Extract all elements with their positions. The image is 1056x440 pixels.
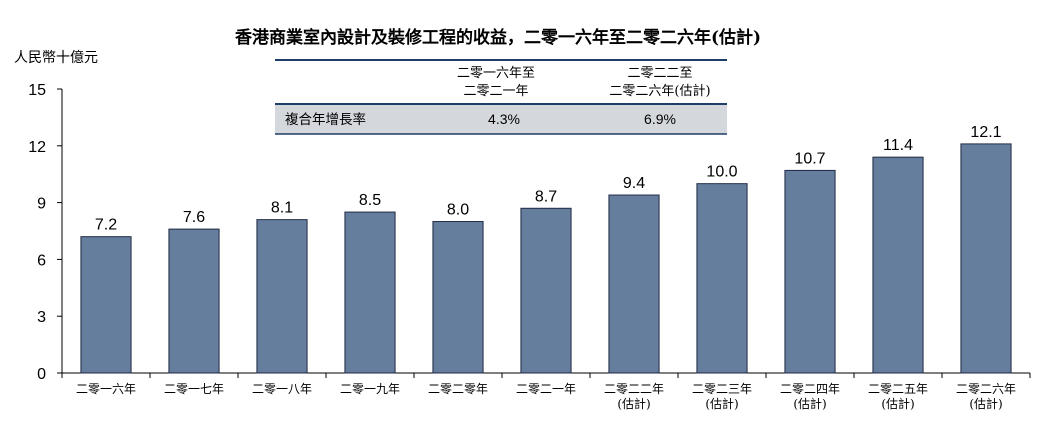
bars [80,143,1012,374]
cagr-col1-header-line1: 二零一六年至 [457,66,535,81]
y-tick-label-2: 6 [37,252,46,269]
data-label-5: 8.7 [535,188,557,205]
data-label-0: 7.2 [95,217,117,234]
cagr-row-label: 複合年增長率 [285,111,366,128]
data-label-1: 7.6 [183,209,205,226]
data-label-4: 8.0 [447,202,469,219]
cagr-value-2022-2026: 6.9% [644,111,676,127]
x-tick-label-8: 二零二四年(估計) [780,382,840,411]
bar-3 [344,211,396,374]
data-label-9: 11.4 [883,137,913,154]
x-tick-label-4: 二零二零年 [428,382,488,396]
x-tick-label-5: 二零二一年 [516,382,576,396]
y-axis-label: 人民幣十億元 [14,50,98,66]
data-label-6: 9.4 [623,175,645,192]
bar-5 [520,207,572,374]
cagr-table: 二零一六年至 二零二一年 二零二二至 二零二六年(估計) 複合年增長率 4.3%… [275,59,727,135]
y-tick-label-3: 9 [37,196,46,213]
y-tick-label-5: 15 [28,82,46,99]
cagr-col1-header-line2: 二零二一年 [463,84,528,99]
y-tick-label-4: 12 [28,139,46,156]
bar-8 [784,169,836,374]
cagr-row-background [275,104,727,134]
x-tick-label-1: 二零一七年 [164,382,224,396]
bar-6 [608,194,660,374]
data-label-3: 8.5 [359,192,381,209]
chart-title: 香港商業室內設計及裝修工程的收益，二零一六年至二零二六年(估計) [235,27,761,48]
data-label-7: 10.0 [706,164,737,181]
data-label-2: 8.1 [271,200,293,217]
bar-4 [432,221,484,374]
x-tick-label-2: 二零一八年 [252,382,312,396]
x-tick-label-7: 二零二三年(估計) [692,382,752,411]
x-tick-label-10: 二零二六年(估計) [956,382,1016,411]
cagr-value-2016-2021: 4.3% [488,111,520,127]
cagr-col2-header-line2: 二零二六年(估計) [609,83,710,99]
x-tick-label-3: 二零一九年 [340,382,400,396]
y-tick-label-1: 3 [37,309,46,326]
bar-9 [872,156,924,374]
bar-7 [696,183,748,374]
y-tick-label-0: 0 [37,366,46,383]
bar-0 [80,236,132,374]
x-tick-label-0: 二零一六年 [76,382,136,396]
x-tick-label-6: 二零二二年(估計) [604,382,664,411]
data-labels: 7.2 7.6 8.1 8.5 8.0 8.7 9.4 10.0 10.7 11.4 12.1 [95,124,1002,234]
cagr-col2-header-line1: 二零二二至 [627,66,692,81]
bar-10 [960,143,1012,374]
bar-1 [168,228,220,374]
data-label-10: 12.1 [970,124,1001,141]
data-label-8: 10.7 [794,150,825,167]
x-tick-label-9: 二零二五年(估計) [868,382,928,411]
bar-2 [256,219,308,374]
